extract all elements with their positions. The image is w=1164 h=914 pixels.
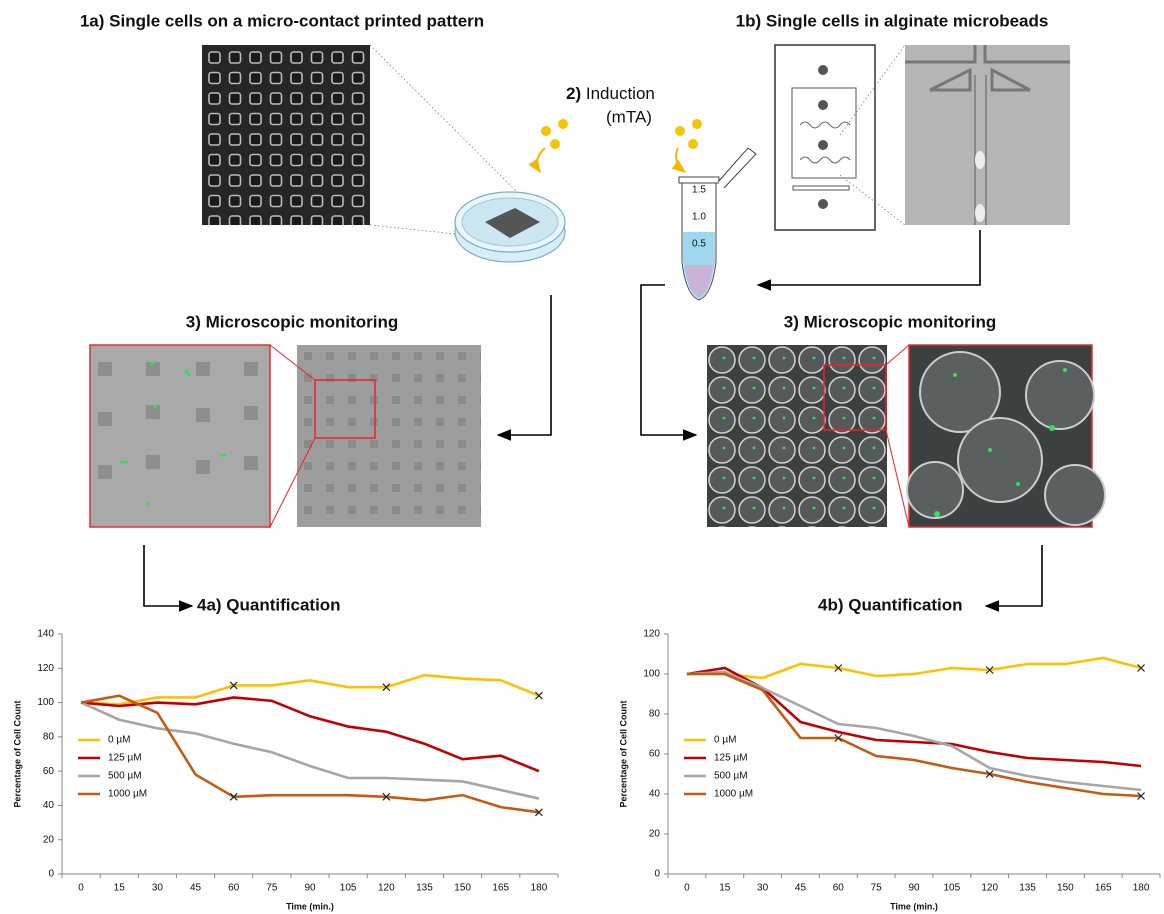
- y-tick-label: 80: [43, 731, 55, 742]
- flow-arrow: [144, 545, 192, 606]
- series-line: [81, 675, 539, 704]
- series-line: [81, 696, 539, 813]
- y-tick-label: 140: [37, 629, 54, 640]
- flow-arrow: [758, 230, 980, 285]
- flow-arrow: [498, 295, 551, 435]
- y-tick-label: 20: [43, 834, 55, 845]
- induction-step: 2): [566, 84, 581, 103]
- x-tick-label: 150: [454, 883, 471, 894]
- x-tick-label: 180: [1133, 883, 1150, 894]
- step-1b-title: 1b) Single cells in alginate microbeads: [736, 11, 1049, 30]
- y-tick-label: 120: [643, 629, 660, 640]
- pattern-squares: [202, 45, 370, 225]
- x-tick-label: 165: [492, 883, 509, 894]
- tube: [679, 148, 756, 300]
- y-tick-label: 20: [649, 829, 661, 840]
- x-tick-label: 105: [340, 883, 357, 894]
- chip: [775, 45, 875, 230]
- legend-label: 125 µM: [108, 753, 142, 764]
- series-line: [687, 672, 1141, 790]
- x-axis-title: Time (min.): [890, 901, 938, 911]
- chart-title: 4b) Quantification: [818, 595, 963, 614]
- x-tick-label: 150: [1057, 883, 1074, 894]
- x-tick-label: 45: [190, 883, 202, 894]
- x-tick-label: 45: [795, 883, 807, 894]
- x-tick-label: 120: [378, 883, 395, 894]
- x-tick-label: 30: [152, 883, 164, 894]
- legend-label: 1000 µM: [714, 789, 753, 800]
- y-tick-label: 40: [43, 800, 55, 811]
- x-tick-label: 0: [684, 883, 690, 894]
- tube-mark: 1.0: [692, 212, 706, 223]
- x-tick-label: 165: [1095, 883, 1112, 894]
- inducer: [537, 119, 702, 172]
- legend-label: 0 µM: [714, 735, 736, 746]
- series-line: [687, 658, 1141, 678]
- legend-label: 500 µM: [714, 771, 748, 782]
- induction-label: 2) Induction: [566, 84, 655, 103]
- y-tick-label: 80: [649, 709, 661, 720]
- y-tick-label: 0: [48, 869, 54, 880]
- step-1a-title: 1a) Single cells on a micro-contact prin…: [80, 11, 484, 30]
- x-tick-label: 60: [228, 883, 240, 894]
- y-tick-label: 0: [654, 869, 660, 880]
- y-tick-label: 60: [43, 766, 55, 777]
- x-tick-label: 180: [531, 883, 548, 894]
- y-tick-label: 40: [649, 789, 661, 800]
- flow-arrow: [641, 285, 696, 435]
- x-tick-label: 90: [908, 883, 920, 894]
- monitoring-b-images: [707, 345, 1105, 527]
- x-tick-label: 30: [757, 883, 769, 894]
- induction-agent: (mTA): [606, 107, 652, 126]
- monitoring-a-title: 3) Microscopic monitoring: [186, 312, 399, 331]
- x-tick-label: 105: [944, 883, 961, 894]
- x-axis-title: Time (min.): [286, 901, 334, 911]
- x-tick-label: 90: [304, 883, 316, 894]
- figure: 1a) Single cells on a micro-contact prin…: [0, 0, 1164, 914]
- x-tick-label: 0: [78, 883, 84, 894]
- x-tick-label: 120: [981, 883, 998, 894]
- petri-dish: [455, 192, 565, 262]
- flow-arrow: [986, 545, 1042, 606]
- series-line: [687, 668, 1141, 766]
- chart-title: 4a) Quantification: [197, 595, 341, 614]
- induction-text: Induction: [586, 84, 655, 103]
- microfluidic-image: [905, 45, 1070, 225]
- monitoring-a-images: [90, 345, 481, 527]
- y-tick-label: 100: [643, 669, 660, 680]
- y-axis-title: Percentage of Cell Count: [12, 700, 22, 807]
- x-tick-label: 15: [719, 883, 731, 894]
- y-tick-label: 100: [37, 697, 54, 708]
- x-tick-label: 75: [266, 883, 278, 894]
- x-tick-label: 135: [416, 883, 433, 894]
- legend-label: 125 µM: [714, 753, 748, 764]
- monitoring-b-title: 3) Microscopic monitoring: [784, 312, 997, 331]
- x-tick-label: 75: [871, 883, 883, 894]
- y-tick-label: 120: [37, 663, 54, 674]
- tube-mark: 0.5: [692, 239, 706, 250]
- zoom-line: [370, 45, 530, 205]
- y-tick-label: 60: [649, 749, 661, 760]
- legend-label: 500 µM: [108, 771, 142, 782]
- x-tick-label: 135: [1019, 883, 1036, 894]
- tube-mark: 1.5: [692, 185, 706, 196]
- legend-label: 1000 µM: [108, 789, 147, 800]
- x-tick-label: 15: [114, 883, 126, 894]
- y-axis-title: Percentage of Cell Count: [618, 700, 628, 807]
- legend-label: 0 µM: [108, 735, 130, 746]
- x-tick-label: 60: [833, 883, 845, 894]
